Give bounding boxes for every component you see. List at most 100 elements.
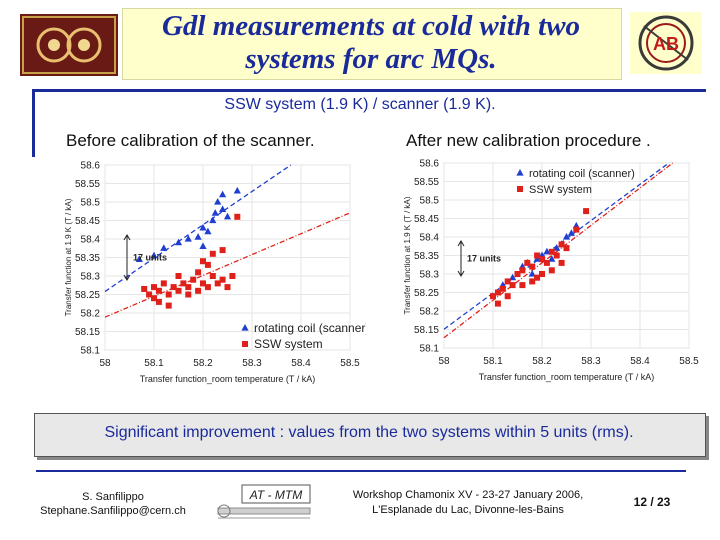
scanner-data-point [219, 190, 227, 198]
x-tick-label: 58.2 [193, 358, 213, 369]
scanner-data-point [174, 238, 183, 246]
ssw-data-point [175, 273, 182, 279]
ssw-data-point [200, 258, 206, 265]
scanner-data-point [543, 247, 551, 255]
y-tick-label: 58.35 [75, 253, 100, 264]
conclusion-box [34, 413, 706, 457]
ssw-data-point [170, 284, 177, 291]
title-banner [122, 8, 622, 80]
frame-line-top [32, 89, 706, 92]
frame-line-left [32, 89, 35, 157]
scanner-data-point [150, 251, 158, 259]
ssw-data-point [563, 245, 570, 252]
x-tick-label: 58.5 [340, 358, 360, 369]
y-tick-label: 58.1 [420, 344, 440, 355]
ssw-data-point [155, 298, 162, 305]
ssw-data-point [141, 285, 148, 292]
ssw-data-point [548, 248, 555, 255]
lhc-logo [20, 14, 118, 76]
ssw-data-point [490, 293, 496, 300]
y-tick-label: 58.15 [414, 325, 439, 336]
ssw-data-point [204, 261, 211, 268]
y-tick-label: 58.35 [414, 251, 439, 262]
ssw-data-point [529, 278, 536, 285]
ssw-data-point [504, 278, 511, 285]
conclusion-text: Significant improvement : values from th… [104, 424, 634, 441]
y-tick-label: 58.6 [81, 161, 101, 172]
chart-after-calibration: 58.1 58.15 58.2 58.25 58.3 58.35 58.4 58.45 58.5… [403, 159, 699, 383]
y-tick-label: 58.3 [81, 272, 101, 283]
chart-before-calibration: 58.1 58.15 58.2 58.25 58.3 58.35 58.4 58.45 58.5… [64, 161, 366, 385]
ssw-data-point [494, 300, 501, 307]
scanner-data-point [194, 233, 202, 240]
annotation-arrowhead [457, 270, 465, 277]
ssw-data-point [504, 293, 511, 300]
y-tick-label: 58.25 [75, 290, 100, 301]
x-tick-label: 58.4 [630, 356, 650, 367]
workshop-info: Workshop Chamonix XV - 23-27 January 200… [318, 488, 618, 518]
footer-divider [36, 470, 686, 472]
ssw-data-point [499, 285, 506, 292]
ssw-data-point [185, 291, 192, 298]
annotation-label: 17 units [133, 253, 167, 263]
ssw-data-point [185, 284, 192, 291]
scanner-data-point [553, 244, 561, 251]
x-tick-label: 58.1 [144, 358, 164, 369]
trend-line [104, 164, 292, 293]
y-tick-label: 58.2 [420, 307, 440, 318]
y-tick-label: 58.4 [81, 235, 101, 246]
ssw-data-point [155, 287, 162, 294]
legend-marker-ssw [517, 186, 523, 192]
ssw-data-point [553, 252, 560, 259]
left-chart-caption: Before calibration of the scanner. [66, 131, 315, 150]
x-tick-label: 58.3 [581, 356, 601, 367]
ssw-data-point [558, 259, 565, 266]
scanner-data-point [562, 233, 571, 240]
ssw-data-point [548, 267, 555, 274]
annotation-arrowhead [123, 274, 131, 281]
x-tick-label: 58 [438, 356, 450, 367]
scanner-data-point [199, 223, 207, 231]
x-axis-label: Transfer function_room temperature (T / … [140, 374, 316, 384]
ssw-data-point [219, 276, 226, 283]
ssw-data-point [175, 287, 182, 294]
scanner-data-point [528, 270, 536, 277]
ab-logo: AB [630, 12, 702, 74]
x-tick-label: 58.2 [532, 356, 552, 367]
page-number: 12 / 23 [633, 495, 671, 509]
annotation-label: 17 units [467, 254, 501, 264]
scanner-data-point [233, 186, 241, 194]
ssw-data-point [224, 284, 231, 291]
ssw-data-point [195, 269, 202, 276]
ssw-data-point [180, 280, 187, 287]
ssw-data-point [529, 263, 536, 270]
scanner-data-point [548, 255, 556, 262]
scanner-data-point [135, 255, 143, 262]
ssw-data-point [146, 291, 153, 298]
slide-title: Gdl measurements at cold with two system… [161, 10, 581, 75]
ssw-data-point [494, 289, 501, 296]
legend-label: rotating coil (scanner) [529, 168, 635, 180]
legend-marker-scanner [516, 169, 524, 176]
y-tick-label: 58.3 [420, 270, 440, 281]
ssw-data-point [519, 282, 526, 289]
y-tick-label: 58.5 [81, 198, 101, 209]
workshop-line-1: Workshop Chamonix XV - 23-27 January 200… [352, 489, 584, 501]
x-tick-label: 58.5 [679, 356, 699, 367]
ssw-data-point [165, 291, 172, 298]
y-tick-label: 58.1 [81, 346, 101, 357]
at-mtm-logo: AT - MTM [217, 484, 311, 519]
y-tick-label: 58.55 [414, 177, 439, 188]
legend-marker-scanner [241, 324, 249, 331]
y-axis-label: Transfer function at 1.9 K (T / kA) [64, 198, 73, 316]
ssw-data-point [534, 252, 541, 259]
scanner-data-point [199, 242, 207, 249]
ssw-data-point [539, 271, 545, 277]
trend-line [104, 212, 351, 318]
legend-label: rotating coil (scanner) [254, 321, 366, 335]
author-block: S. Sanfilippo Stephane.Sanfilippo@cern.c… [18, 490, 208, 518]
scanner-data-point [509, 273, 517, 281]
ssw-data-point [543, 259, 550, 266]
ssw-data-point [573, 226, 580, 233]
ssw-data-point [204, 284, 211, 291]
